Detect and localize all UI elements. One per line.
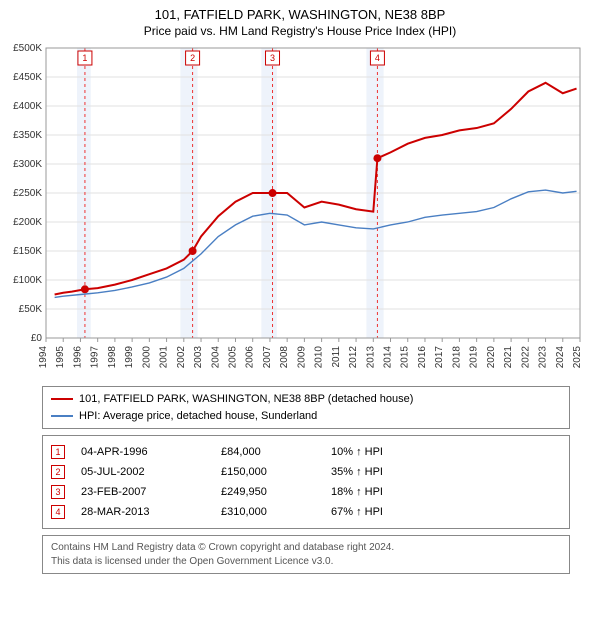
chart-plot: £0 £50K £100K £150K £200K £250K £300K £350K £400…	[0, 42, 600, 382]
svg-text:2006: 2006	[245, 346, 256, 369]
chart-subtitle: Price paid vs. HM Land Registry's House …	[0, 24, 600, 42]
svg-text:2023: 2023	[538, 346, 549, 369]
sale-delta: 67% ↑ HPI	[331, 506, 431, 518]
sale-marker: 1	[51, 445, 65, 459]
svg-text:1999: 1999	[124, 346, 135, 369]
svg-text:1998: 1998	[107, 346, 118, 369]
svg-text:£200K: £200K	[13, 217, 42, 228]
svg-text:£0: £0	[31, 333, 43, 344]
sale-date: 05-JUL-2002	[81, 466, 221, 478]
svg-text:1994: 1994	[38, 346, 49, 369]
svg-text:2016: 2016	[417, 346, 428, 369]
sale-price: £249,950	[221, 486, 331, 498]
sale-date: 04-APR-1996	[81, 446, 221, 458]
svg-text:2019: 2019	[469, 346, 480, 369]
svg-text:£450K: £450K	[13, 72, 42, 83]
svg-text:2021: 2021	[503, 346, 514, 369]
svg-text:1995: 1995	[55, 346, 66, 369]
svg-text:2014: 2014	[383, 346, 394, 369]
sale-price: £84,000	[221, 446, 331, 458]
sale-date: 23-FEB-2007	[81, 486, 221, 498]
svg-text:2012: 2012	[348, 346, 359, 369]
svg-text:£300K: £300K	[13, 159, 42, 170]
sales-table: 1 04-APR-1996£84,00010% ↑ HPI 2 05-JUL-2002…	[42, 435, 570, 529]
sale-row: 4 28-MAR-2013£310,00067% ↑ HPI	[51, 502, 561, 522]
svg-text:4: 4	[375, 53, 380, 63]
sale-delta: 35% ↑ HPI	[331, 466, 431, 478]
sale-marker: 3	[51, 485, 65, 499]
svg-text:2003: 2003	[193, 346, 204, 369]
svg-text:£400K: £400K	[13, 101, 42, 112]
legend-swatch	[51, 415, 73, 416]
sale-price: £150,000	[221, 466, 331, 478]
svg-text:2: 2	[190, 53, 195, 63]
legend-item: HPI: Average price, detached house, Sund…	[51, 408, 561, 425]
sale-date: 28-MAR-2013	[81, 506, 221, 518]
sale-row: 3 23-FEB-2007£249,95018% ↑ HPI	[51, 482, 561, 502]
legend-item: 101, FATFIELD PARK, WASHINGTON, NE38 8BP…	[51, 391, 561, 408]
line-chart-svg: £0 £50K £100K £150K £200K £250K £300K £350K £400…	[0, 42, 600, 382]
svg-text:£150K: £150K	[13, 246, 42, 257]
legend-swatch	[51, 398, 73, 400]
svg-text:£350K: £350K	[13, 130, 42, 141]
svg-text:£500K: £500K	[13, 43, 42, 54]
svg-text:2011: 2011	[331, 346, 342, 368]
sale-delta: 10% ↑ HPI	[331, 446, 431, 458]
svg-text:2004: 2004	[210, 346, 221, 369]
svg-text:1996: 1996	[72, 346, 83, 369]
svg-text:2025: 2025	[572, 346, 583, 369]
svg-text:2000: 2000	[141, 346, 152, 369]
sale-marker: 2	[51, 465, 65, 479]
svg-text:2015: 2015	[400, 346, 411, 369]
svg-text:2010: 2010	[314, 346, 325, 369]
svg-text:1: 1	[82, 53, 87, 63]
svg-text:3: 3	[270, 53, 275, 63]
sale-row: 1 04-APR-1996£84,00010% ↑ HPI	[51, 442, 561, 462]
svg-text:2020: 2020	[486, 346, 497, 369]
chart-container: 101, FATFIELD PARK, WASHINGTON, NE38 8BP…	[0, 0, 600, 620]
svg-text:2001: 2001	[159, 346, 170, 369]
footer-line-2: This data is licensed under the Open Gov…	[51, 555, 561, 569]
svg-text:2002: 2002	[176, 346, 187, 369]
svg-text:£100K: £100K	[13, 275, 42, 286]
svg-text:2008: 2008	[279, 346, 290, 369]
svg-text:1997: 1997	[90, 346, 101, 369]
sale-row: 2 05-JUL-2002£150,00035% ↑ HPI	[51, 462, 561, 482]
footer-attribution: Contains HM Land Registry data © Crown c…	[42, 535, 570, 574]
chart-title: 101, FATFIELD PARK, WASHINGTON, NE38 8BP	[0, 0, 600, 24]
sale-marker: 4	[51, 505, 65, 519]
sale-delta: 18% ↑ HPI	[331, 486, 431, 498]
svg-text:2017: 2017	[434, 346, 445, 369]
svg-text:2005: 2005	[227, 346, 238, 369]
svg-text:2009: 2009	[296, 346, 307, 369]
svg-text:2024: 2024	[555, 346, 566, 369]
legend-label: 101, FATFIELD PARK, WASHINGTON, NE38 8BP…	[79, 391, 413, 408]
sale-price: £310,000	[221, 506, 331, 518]
footer-line-1: Contains HM Land Registry data © Crown c…	[51, 541, 561, 555]
legend: 101, FATFIELD PARK, WASHINGTON, NE38 8BP…	[42, 386, 570, 429]
svg-text:£50K: £50K	[19, 304, 43, 315]
svg-text:£250K: £250K	[13, 188, 42, 199]
svg-text:2007: 2007	[262, 346, 273, 369]
svg-text:2022: 2022	[520, 346, 531, 369]
svg-text:2013: 2013	[365, 346, 376, 369]
svg-text:2018: 2018	[451, 346, 462, 369]
legend-label: HPI: Average price, detached house, Sund…	[79, 408, 317, 425]
